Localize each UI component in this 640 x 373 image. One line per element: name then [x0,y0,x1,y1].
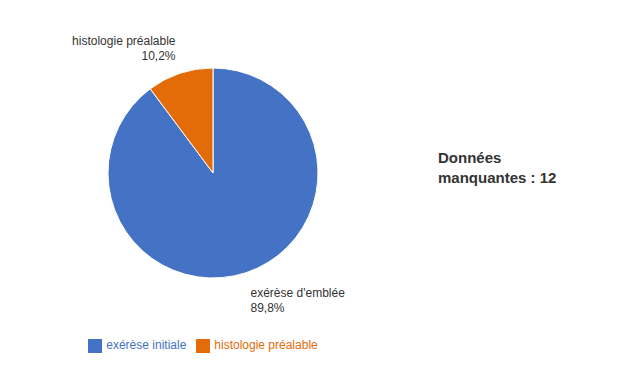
html-text:Données manquantes : 12: Données manquantes : 12 [438,149,557,186]
html-text:histologie préalable: histologie préalable [214,338,318,353]
svg-text:exérèse d'emblée89,8%: exérèse d'emblée89,8% [250,286,345,315]
html-text:exérèse initiale: exérèse initiale [106,338,187,353]
svg-text:histologie préalable10,2%: histologie préalable10,2% [72,34,176,63]
